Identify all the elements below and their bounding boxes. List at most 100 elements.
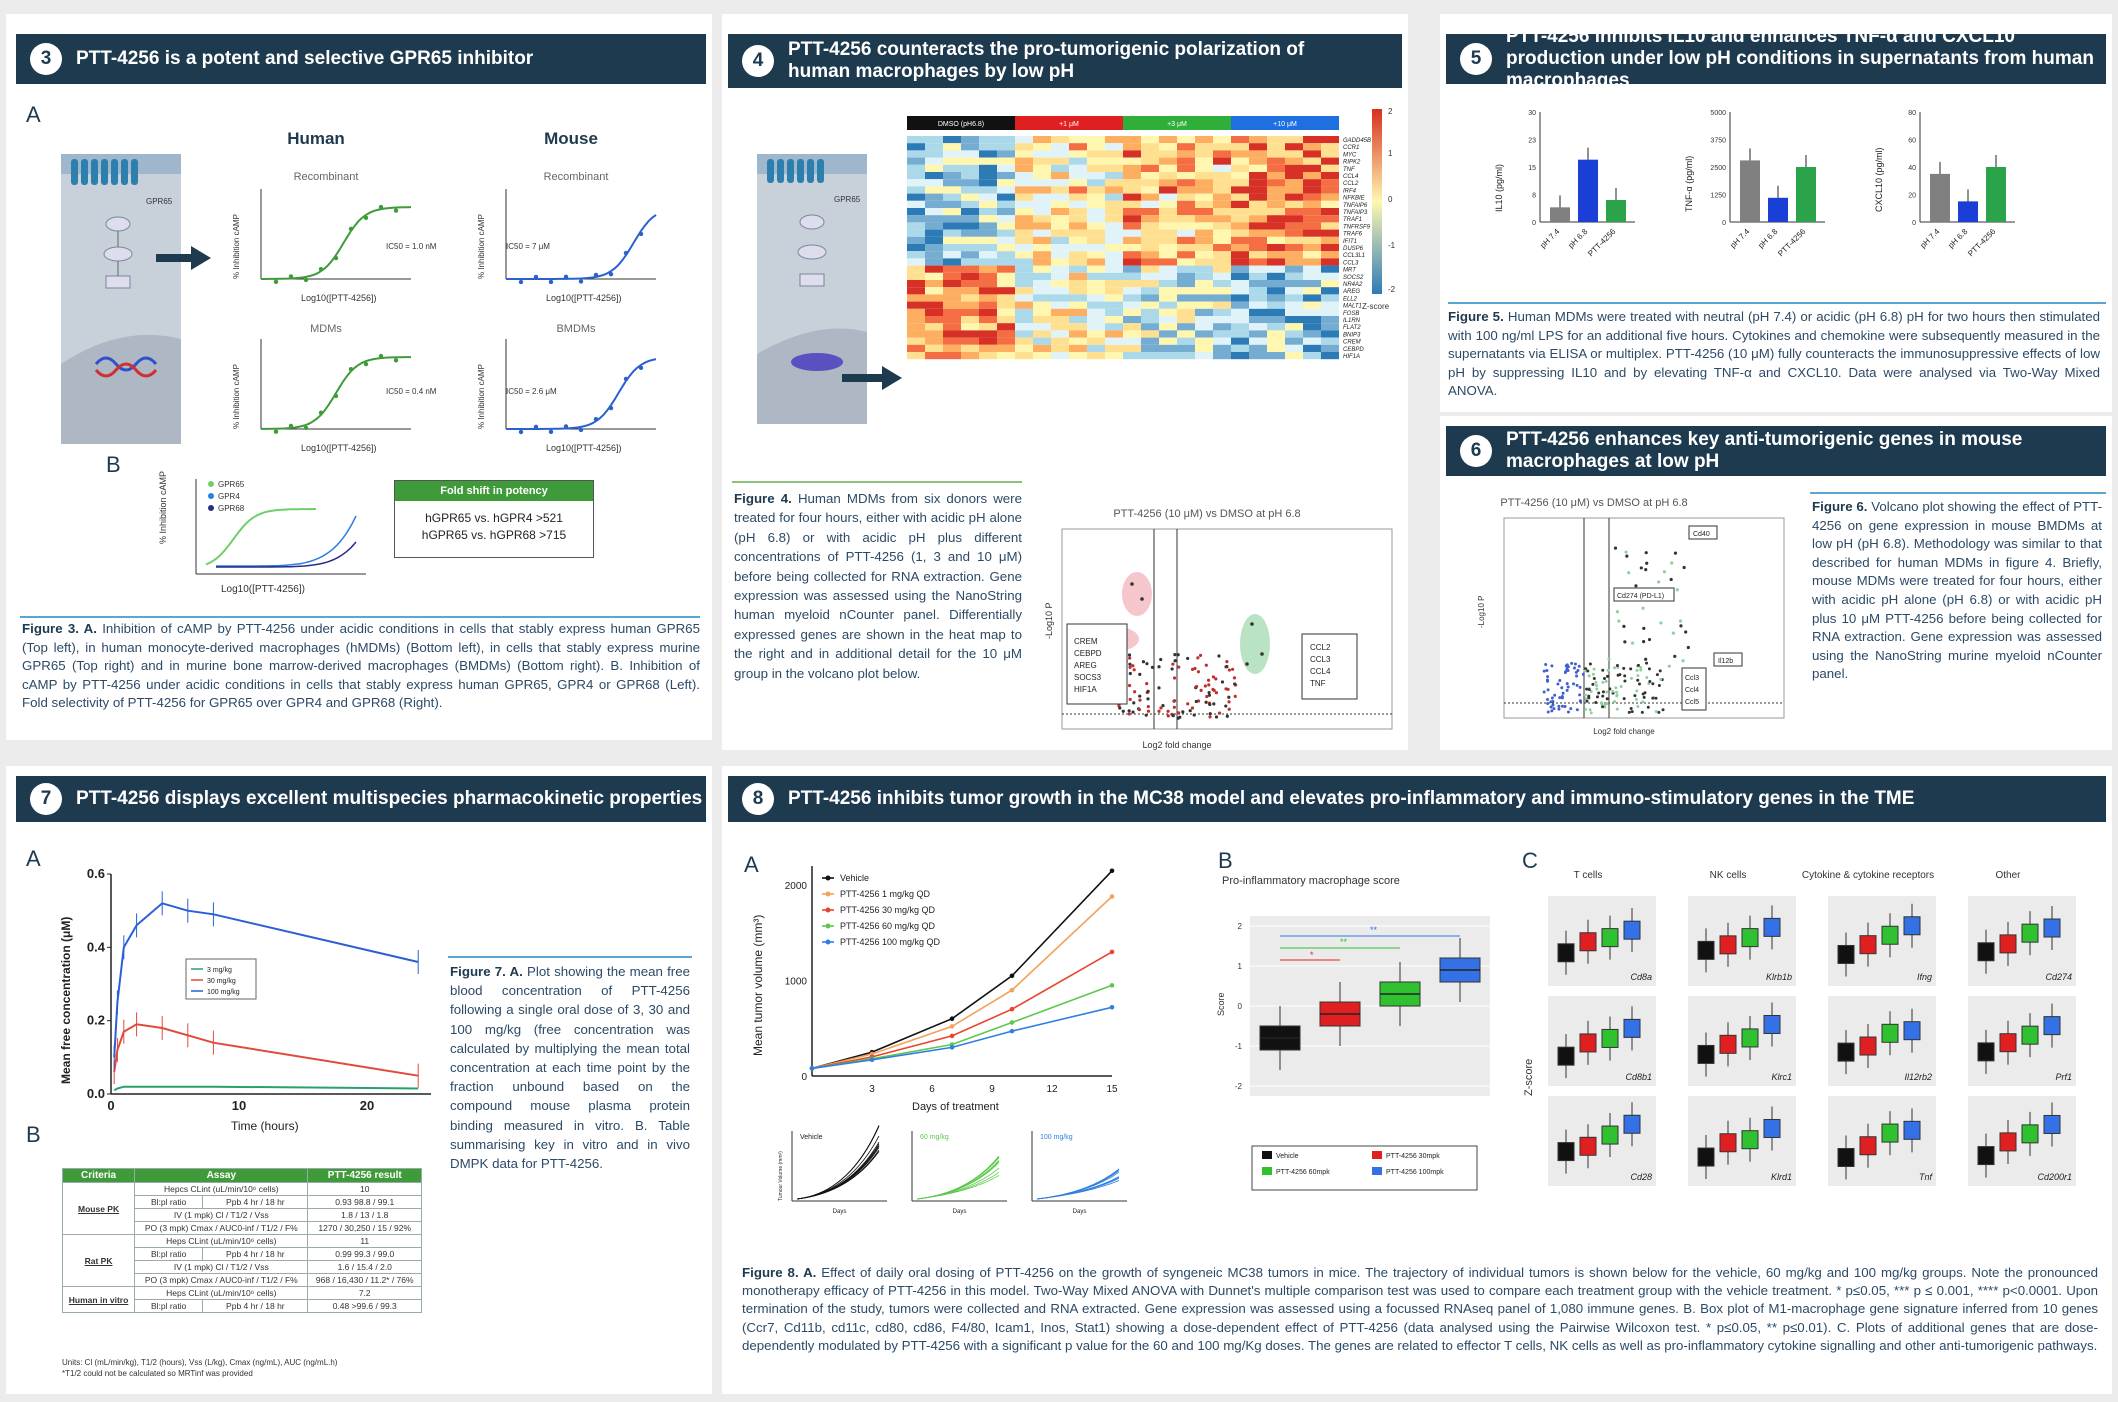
gene-group-heading: NK cells [1710,870,1747,881]
gene-box [2022,1125,2038,1143]
heatmap-group-bar: DMSO (pH6.8)+1 μM+3 μM+10 μM [907,116,1339,130]
cytokine-xlabel: pH 6.8 [1756,227,1779,250]
heatmap-group-label: +1 μM [1059,121,1079,128]
drc-point [639,366,643,370]
gene-box [2000,1133,2016,1151]
cell-diagram: GPR65 [61,154,181,444]
heatmap-gene-label: TNFRSF9 [1343,224,1371,230]
panel-number: 3 [30,43,62,75]
drc-point [379,354,383,358]
heatmap-gene-labels: GADD45BCCR1MYCRIPK2TNFCCL4CCL2IRF4NFKBIE… [1342,138,1371,360]
panel-title: PTT-4256 inhibits tumor growth in the MC… [788,788,1914,810]
volcano-human: PTT-4256 (10 μM) vs DMSO at pH 6.8 CREM … [1044,508,1392,750]
drc-point [379,205,383,209]
svg-text:CREM: CREM [1074,637,1098,646]
drc-point [624,251,628,255]
svg-text:Recombinant: Recombinant [294,171,359,183]
gene-box [1904,1121,1920,1139]
drc-point [594,273,598,277]
svg-text:PTT-4256 60mpk: PTT-4256 60mpk [1276,1169,1330,1176]
heatmap-gene-label: TNFAIP6 [1343,203,1368,209]
gene-box [1860,1037,1876,1055]
svg-text:PTT-4256 60 mg/kg QD: PTT-4256 60 mg/kg QD [840,921,936,931]
selectivity-plot: % Inhibition cAMP Log10([PTT-4256]) GPR6… [158,471,366,595]
svg-text:PTT-4256 (10 μM) vs DMSO at pH: PTT-4256 (10 μM) vs DMSO at pH 6.8 [1500,497,1687,509]
heatmap-group-label: +3 μM [1167,121,1187,128]
svg-text:1250: 1250 [1710,193,1726,200]
cytokine-bar [1578,160,1598,222]
svg-text:HIF1A: HIF1A [1074,685,1097,694]
svg-text:40: 40 [1908,165,1916,172]
panel-5-header: 5 PTT-4256 inhibits IL10 and enhances TN… [1446,34,2106,84]
drc-point [549,430,553,434]
heatmap-gene-label: DUSP6 [1343,246,1364,252]
svg-text:30 mg/kg: 30 mg/kg [207,978,236,985]
pk-series-line [114,1024,418,1075]
drc-point [639,232,643,236]
cytokine-xlabel: pH 6.8 [1566,227,1589,250]
mouse-heading: Mouse [544,129,598,148]
svg-text:15: 15 [1106,1084,1118,1095]
svg-text:-1: -1 [1235,1042,1243,1051]
boxplot-legend: VehiclePTT-4256 30mpkPTT-4256 60mpkPTT-4… [1252,1146,1477,1190]
drc-point [624,377,628,381]
heatmap-gene-label: TNFAIP3 [1343,210,1368,216]
heatmap-gene-label: CCL4 [1343,174,1359,180]
gene-box [1720,1134,1736,1152]
gene-label: Cd8a [1630,972,1652,982]
svg-text:Cd40: Cd40 [1693,531,1710,538]
gene-box [1580,933,1596,951]
svg-text:PTT-4256 30mpk: PTT-4256 30mpk [1386,1153,1440,1160]
svg-text:23: 23 [1528,138,1536,145]
drc-point [274,430,278,434]
svg-text:1: 1 [1238,962,1243,971]
label-b: B [26,1122,41,1148]
svg-text:GPR65: GPR65 [146,197,173,206]
drc-xlabel: Log10([PTT-4256]) [546,443,622,453]
small-trajectory-title: 60 mg/kg [920,1134,949,1141]
gene-box [1904,917,1920,935]
cytokine-xlabel: pH 7.4 [1538,227,1561,250]
gene-box [1764,1119,1780,1137]
drc-point [274,280,278,284]
svg-text:60: 60 [1908,138,1916,145]
drc-point [594,417,598,421]
heatmap-gene-label: NR4A2 [1343,282,1363,288]
human-heading: Human [287,129,345,148]
label-b: B [1218,848,1233,874]
gene-box [2022,1026,2038,1044]
panel-number: 5 [1460,43,1492,75]
gene-box [1624,1115,1640,1133]
svg-text:20: 20 [1908,193,1916,200]
gene-label: Il12rb2 [1904,1072,1932,1082]
drc-point [564,424,568,428]
drc-point [579,428,583,432]
cytokine-bar [1740,160,1760,222]
svg-text:80: 80 [1908,110,1916,117]
gene-label: Klrb1b [1766,972,1792,982]
svg-text:0: 0 [1532,220,1536,227]
gene-box [1720,1035,1736,1053]
drc-point [579,279,583,283]
svg-text:Ccl4: Ccl4 [1685,687,1699,694]
panel-title: PTT-4256 enhances key anti-tumorigenic g… [1506,429,2066,473]
heatmap-gene-label: MRT [1343,268,1357,274]
drc-point [319,411,323,415]
svg-text:Log10([PTT-4256]): Log10([PTT-4256]) [221,584,305,595]
svg-text:CCL4: CCL4 [1310,667,1331,676]
heatmap [907,136,1339,359]
drc-xlabel: Log10([PTT-4256]) [301,293,377,303]
gene-label: Cd8b1 [1625,1072,1652,1082]
gene-box [1860,1137,1876,1155]
drc-point [534,425,538,429]
heatmap-gene-label: SOCS2 [1343,275,1364,281]
svg-text:1: 1 [1388,149,1393,158]
gene-box [1742,929,1758,947]
svg-text:Recombinant: Recombinant [544,171,609,183]
svg-text:GPR65: GPR65 [218,480,245,489]
panel-4-header: 4 PTT-4256 counteracts the pro-tumorigen… [728,34,1402,88]
figure-8-caption: Figure 8. A. Effect of daily oral dosing… [742,1264,2098,1355]
cytokine-ylabel: CXCL10 (pg/ml) [1874,147,1884,212]
gene-box [1882,1124,1898,1142]
svg-text:2: 2 [1388,107,1393,116]
